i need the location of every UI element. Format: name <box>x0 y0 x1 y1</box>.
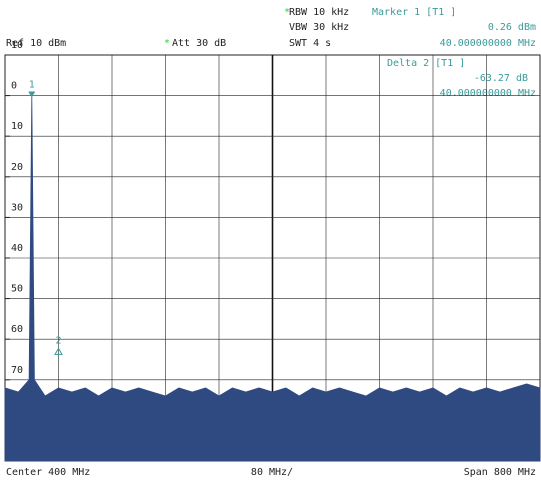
marker-name: Marker 1 [T1 ] <box>372 7 456 18</box>
marker-1 <box>28 91 36 98</box>
y-tick-label: 10 <box>11 121 23 132</box>
swt: SWT 4 s <box>289 38 331 49</box>
marker-1-glyph: 1 <box>29 80 35 91</box>
marker-level: 0.26 dBm <box>488 22 536 33</box>
att: Att 30 dB <box>172 38 226 49</box>
marker-freq: 40.000000000 MHz <box>440 38 536 49</box>
delta-freq: 40.000000000 MHz <box>440 88 536 99</box>
rbw-star: * <box>284 7 290 18</box>
y-tick-label: 0 <box>11 81 17 92</box>
marker-2-glyph: 2 <box>55 335 61 346</box>
y-tick-label: 60 <box>11 324 23 335</box>
trace-area <box>4 94 541 462</box>
vbw: VBW 30 kHz <box>289 22 349 33</box>
y-tick-label: 40 <box>11 243 23 254</box>
delta-level: -63.27 dB <box>474 73 528 84</box>
span: Span 800 MHz <box>464 467 536 478</box>
rbw: RBW 10 kHz <box>289 7 349 18</box>
att-star: * <box>164 38 170 49</box>
y-tick-label: 30 <box>11 202 23 213</box>
delta-name: Delta 2 [T1 ] <box>387 58 465 69</box>
y-tick-label: 70 <box>11 365 23 376</box>
y-tick-label: 50 <box>11 284 23 295</box>
y-tick-label: 10 <box>11 40 23 51</box>
center-freq: Center 400 MHz <box>6 467 90 478</box>
ref-level: Ref 10 dBm <box>6 38 66 49</box>
y-tick-label: 20 <box>11 162 23 173</box>
marker-2 <box>54 347 63 355</box>
per-div: 80 MHz/ <box>251 467 293 478</box>
